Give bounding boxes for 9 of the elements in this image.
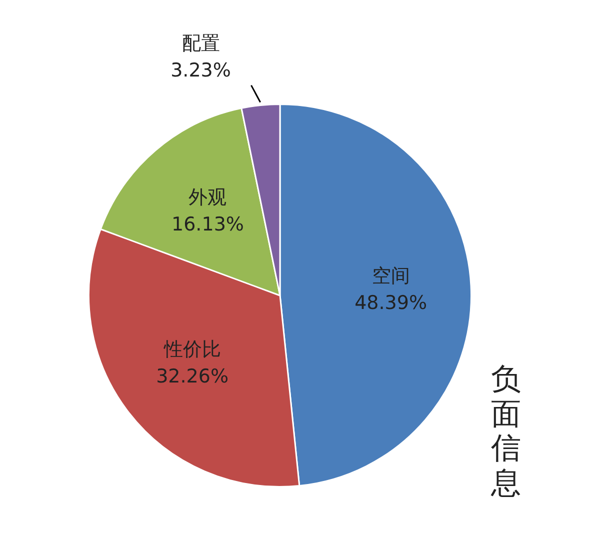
- text: 负面信息: [491, 362, 522, 501]
- slice-label: 空间: [372, 264, 410, 287]
- slice-label: 配置: [182, 32, 220, 54]
- data-label: 48.39%: [354, 292, 428, 314]
- data-label: 32.26%: [156, 365, 229, 388]
- slice-label: 性价比: [162, 338, 221, 360]
- data-label: 16.13%: [172, 213, 244, 236]
- slice-label: 外观: [188, 186, 227, 208]
- data-label: 3.23%: [170, 59, 231, 82]
